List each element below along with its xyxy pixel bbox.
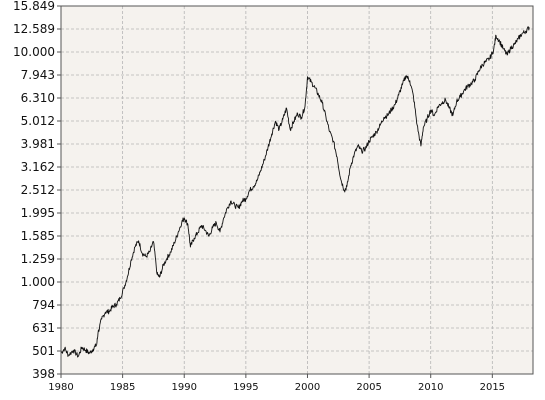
y-tick-label: 398: [32, 367, 55, 381]
y-tick-label: 3.162: [21, 160, 55, 174]
y-tick-label: 7.943: [21, 68, 55, 82]
y-tick-label: 794: [32, 298, 55, 312]
index-series-line: [60, 26, 530, 358]
y-tick-label: 5.012: [21, 114, 55, 128]
x-axis: 1980 1985 1990 1995 2000 2005 2010 2015: [48, 374, 505, 393]
y-tick-label: 501: [32, 344, 55, 358]
x-tick-label: 2010: [418, 382, 443, 393]
y-tick-label: 15.849: [13, 0, 55, 13]
y-tick-label: 1.259: [21, 252, 55, 266]
y-tick-label: 1.585: [21, 229, 55, 243]
y-tick-label: 1.000: [21, 275, 55, 289]
x-tick-label: 2015: [480, 382, 505, 393]
x-tick-label: 1990: [172, 382, 197, 393]
y-tick-label: 1.995: [21, 206, 55, 220]
y-axis: 15.849 12.589 10.000 7.943 6.310 5.012 3.981 3.…: [13, 0, 61, 381]
y-tick-label: 631: [32, 321, 55, 335]
x-tick-label: 1995: [233, 382, 258, 393]
y-tick-label: 10.000: [13, 45, 55, 59]
x-tick-label: 1980: [48, 382, 73, 393]
x-tick-label: 1985: [110, 382, 135, 393]
x-tick-label: 2005: [356, 382, 381, 393]
x-tick-label: 2000: [295, 382, 320, 393]
y-tick-label: 6.310: [21, 91, 55, 105]
y-tick-label: 2.512: [21, 183, 55, 197]
grid-lines: [61, 6, 533, 374]
y-tick-label: 3.981: [21, 137, 55, 151]
y-tick-label: 12.589: [13, 22, 55, 36]
